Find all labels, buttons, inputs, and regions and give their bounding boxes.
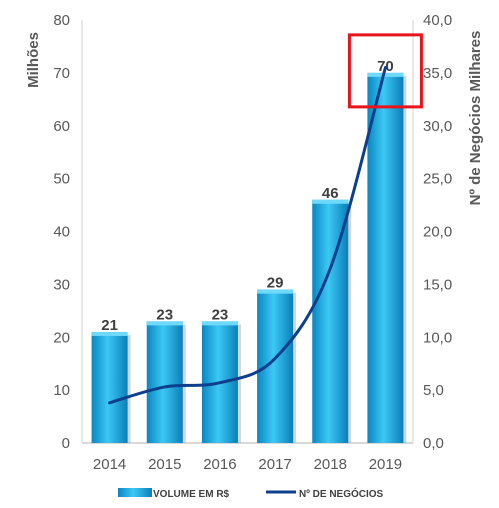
bar (257, 289, 294, 443)
x-tick-label: 2016 (203, 456, 236, 473)
legend: VOLUME EM R$ Nº DE NEGÓCIOS (118, 487, 384, 500)
y2-tick-label: 0,0 (423, 435, 444, 452)
x-axis-ticks: 2014 2015 2016 2017 2018 2019 (93, 456, 402, 473)
line-point (219, 382, 221, 384)
bar (146, 321, 183, 443)
x-tick-label: 2014 (93, 456, 126, 473)
bar-series (91, 72, 407, 443)
y2-tick-label: 15,0 (423, 276, 452, 293)
line-point (109, 402, 111, 404)
line-point (164, 386, 166, 388)
y-tick-label: 10 (53, 382, 70, 399)
y-tick-label: 60 (53, 118, 70, 135)
y-tick-label: 30 (53, 276, 70, 293)
y2-tick-label: 25,0 (423, 171, 452, 188)
legend-label-line: Nº DE NEGÓCIOS (299, 487, 384, 500)
bar-cap (201, 321, 238, 326)
y2-axis-title: Nº de Negócios Milhares (467, 31, 484, 206)
y2-axis-ticks: 0,0 5,0 10,0 15,0 20,0 25,0 30,0 35,0 40,0 (423, 12, 452, 452)
x-tick-label: 2018 (314, 456, 347, 473)
line-point (329, 268, 331, 270)
bar-data-label: 23 (212, 306, 229, 323)
y-axis-title: Milhões (25, 32, 42, 88)
bar-data-label: 23 (156, 306, 173, 323)
y2-tick-label: 30,0 (423, 118, 452, 135)
bar (312, 199, 349, 443)
bar-cap (367, 72, 404, 77)
bar-cap (146, 321, 183, 326)
line-point (274, 357, 276, 359)
bar-data-label: 29 (267, 275, 284, 292)
y2-tick-label: 35,0 (423, 65, 452, 82)
legend-swatch-bar (118, 488, 152, 497)
line-series (108, 66, 387, 405)
x-tick-label: 2017 (258, 456, 291, 473)
x-tick-label: 2015 (148, 456, 181, 473)
bar-cap (312, 199, 349, 204)
highlight-annotation (347, 33, 423, 109)
y2-tick-label: 20,0 (423, 224, 452, 241)
y-tick-label: 20 (53, 329, 70, 346)
y-tick-label: 40 (53, 224, 70, 241)
x-tick-label: 2019 (369, 456, 402, 473)
y-tick-label: 0 (62, 435, 70, 452)
bar (367, 72, 404, 443)
line-point (384, 67, 386, 69)
legend-label-bar: VOLUME EM R$ (153, 489, 230, 500)
highlight-box (347, 33, 423, 109)
bar-cap (91, 331, 128, 336)
y2-tick-label: 40,0 (423, 12, 452, 29)
y-axis-ticks: 0 10 20 30 40 50 60 70 80 (53, 12, 70, 452)
y2-tick-label: 10,0 (423, 329, 452, 346)
bar-data-label: 46 (322, 185, 339, 202)
y-tick-label: 70 (53, 65, 70, 82)
bar (91, 331, 128, 443)
bar-cap (257, 289, 294, 294)
y2-tick-label: 5,0 (423, 382, 444, 399)
y-tick-label: 80 (53, 12, 70, 29)
y-tick-label: 50 (53, 171, 70, 188)
bar-data-label: 21 (101, 317, 118, 334)
